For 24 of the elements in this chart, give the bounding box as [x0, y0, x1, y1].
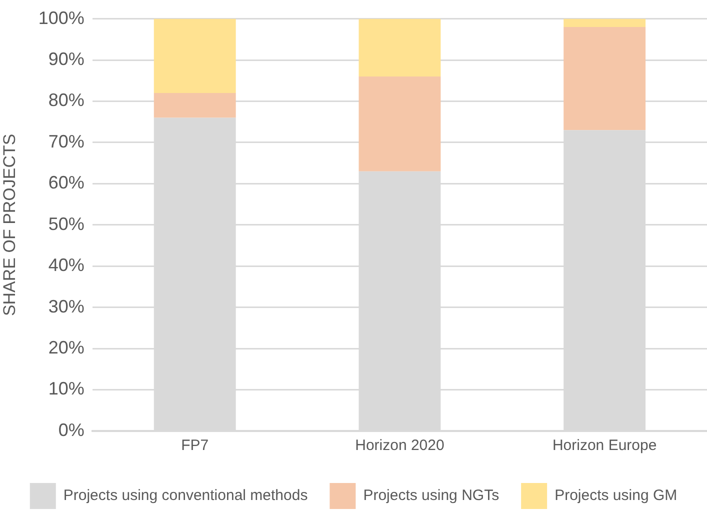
y-tick-label: 90%: [48, 48, 84, 69]
x-tick-label: Horizon Europe: [552, 437, 657, 454]
y-axis-title: SHARE OF PROJECTS: [0, 134, 19, 316]
y-tick-label: 20%: [48, 338, 84, 358]
legend-label: Projects using NGTs: [363, 487, 500, 504]
y-tick-label: 80%: [48, 90, 84, 110]
x-tick-label: Horizon 2020: [355, 437, 444, 454]
y-tick-label: 50%: [48, 214, 84, 234]
bar: [564, 18, 646, 28]
bar: [358, 76, 441, 172]
y-tick-label: 10%: [48, 378, 84, 399]
x-tick-label: FP7: [181, 437, 209, 454]
legend-label: Projects using GM: [554, 487, 678, 504]
legend-label: Projects using conventional methods: [63, 487, 308, 504]
y-tick-label: 30%: [48, 296, 84, 316]
bar: [358, 18, 441, 77]
y-tick-label: 100%: [38, 8, 84, 28]
y-tick-label: 0%: [58, 420, 84, 440]
y-tick-label: 60%: [48, 172, 84, 193]
y-tick-label: 70%: [48, 131, 84, 152]
bar: [564, 27, 646, 130]
y-tick-label: 40%: [48, 255, 84, 276]
bar: [154, 18, 236, 93]
bar: [154, 92, 236, 118]
